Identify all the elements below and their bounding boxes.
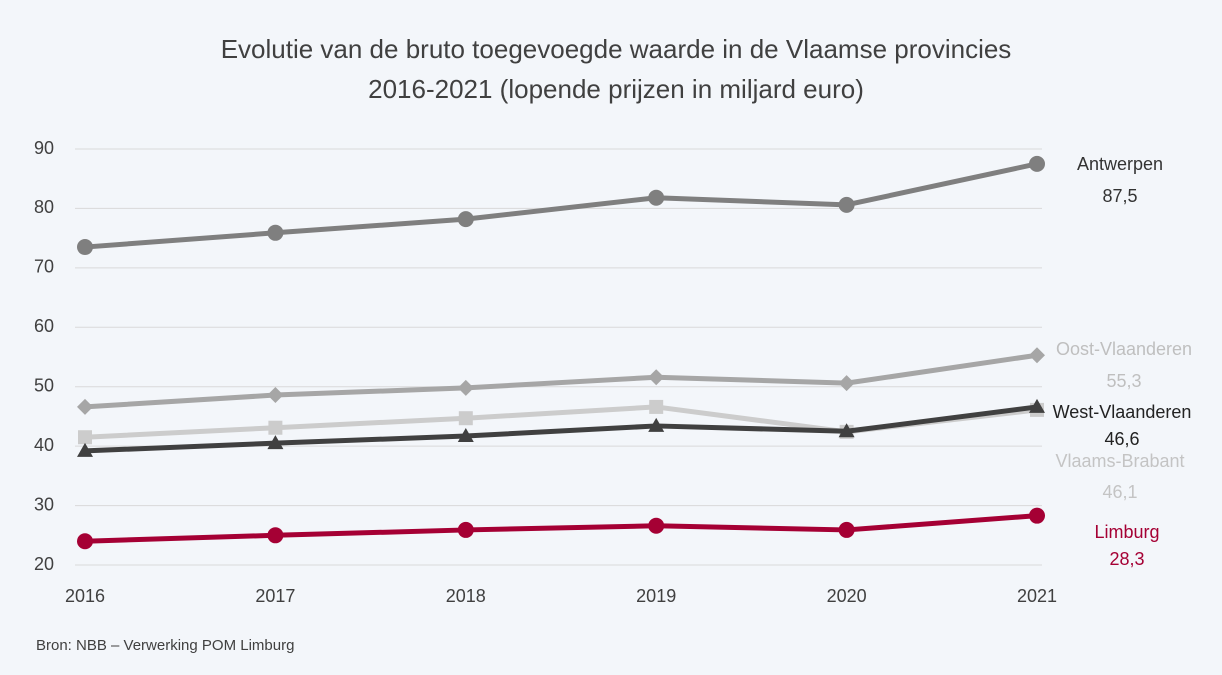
x-tick-label: 2016: [65, 586, 105, 606]
x-tick-label: 2017: [255, 586, 295, 606]
series-line: [84, 513, 1038, 544]
series-line: [84, 352, 1038, 410]
value-label: 46,6: [1104, 429, 1139, 449]
y-tick-label: 90: [34, 138, 54, 158]
x-tick-label: 2021: [1017, 586, 1057, 606]
marker: [457, 428, 474, 443]
x-tick-label: 2019: [636, 586, 676, 606]
chart-title: 2016-2021 (lopende prijzen in miljard eu…: [368, 74, 864, 104]
marker: [458, 411, 473, 426]
marker: [267, 387, 284, 404]
value-label: 55,3: [1106, 371, 1141, 391]
marker: [77, 239, 93, 256]
series-label: West-Vlaanderen: [1053, 402, 1192, 422]
series-label: Oost-Vlaanderen: [1056, 339, 1192, 359]
value-label: 28,3: [1109, 549, 1144, 569]
marker: [838, 521, 855, 538]
marker: [1029, 155, 1045, 172]
source: Bron: NBB – Verwerking POM Limburg: [36, 637, 294, 654]
series-label: Antwerpen: [1077, 154, 1163, 174]
y-tick-label: 50: [34, 375, 54, 395]
marker: [838, 423, 855, 438]
marker: [1029, 507, 1045, 524]
marker: [838, 196, 855, 213]
y-tick-label: 40: [34, 435, 54, 455]
marker: [1029, 347, 1045, 364]
marker: [457, 521, 474, 538]
marker: [648, 517, 665, 534]
y-tick-label: 20: [34, 554, 54, 574]
marker: [77, 442, 93, 457]
marker: [648, 189, 665, 206]
marker: [1029, 398, 1045, 413]
marker: [649, 399, 664, 414]
marker: [267, 224, 284, 241]
y-tick-label: 80: [34, 197, 54, 217]
value-label: 87,5: [1102, 186, 1137, 206]
y-tick-label: 70: [34, 257, 54, 277]
marker: [267, 527, 284, 544]
series-line: [84, 404, 1038, 454]
marker: [457, 211, 474, 228]
series-line: [84, 161, 1038, 250]
series-label: Vlaams-Brabant: [1055, 451, 1184, 471]
marker: [648, 369, 665, 386]
series-label: Limburg: [1094, 522, 1159, 542]
y-tick-label: 60: [34, 316, 54, 336]
marker: [268, 420, 283, 435]
marker: [838, 375, 855, 392]
marker: [648, 417, 665, 432]
marker: [77, 398, 93, 415]
x-tick-label: 2018: [446, 586, 486, 606]
chart-title: Evolutie van de bruto toegevoegde waarde…: [221, 34, 1012, 64]
y-tick-label: 30: [34, 494, 54, 514]
marker: [78, 430, 92, 445]
value-label: 46,1: [1102, 482, 1137, 502]
marker: [267, 435, 284, 450]
marker: [457, 379, 474, 396]
marker: [77, 533, 93, 550]
x-tick-label: 2020: [827, 586, 867, 606]
